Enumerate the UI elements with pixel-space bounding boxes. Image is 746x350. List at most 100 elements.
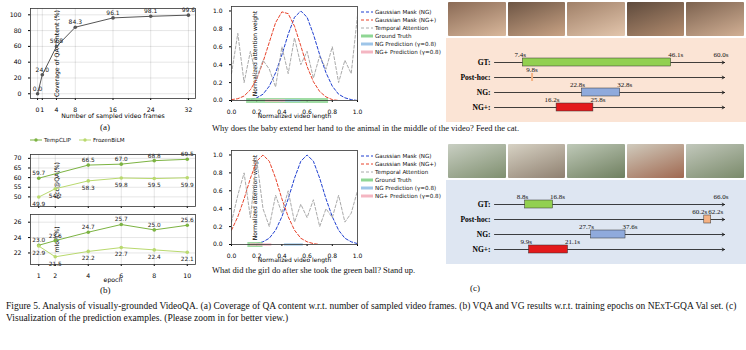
- svg-text:59.7: 59.7: [32, 170, 45, 176]
- svg-text:0: 0: [18, 90, 22, 97]
- html-text:Figure 5. Analysis of visually: Figure 5. Analysis of visually-grounded …: [6, 301, 737, 324]
- svg-text:24.0: 24.0: [36, 66, 50, 73]
- svg-text:60: 60: [14, 42, 22, 49]
- svg-text:60: 60: [14, 174, 22, 181]
- html-text:Why does the baby extend her h: Why does the baby extend her hand to the…: [212, 123, 520, 133]
- svg-text:4: 4: [86, 272, 90, 279]
- svg-text:2: 2: [53, 272, 57, 279]
- svg-text:9.8s: 9.8s: [526, 66, 538, 74]
- svg-text:24.7: 24.7: [82, 224, 95, 230]
- svg-text:22.9: 22.9: [32, 250, 45, 256]
- svg-text:22.8s: 22.8s: [570, 81, 585, 89]
- svg-text:32.8s: 32.8s: [617, 81, 632, 89]
- svg-text:0.0: 0.0: [213, 96, 223, 103]
- svg-text:59.8: 59.8: [50, 37, 64, 44]
- svg-text:22.7: 22.7: [115, 251, 128, 257]
- svg-text:21.1s: 21.1s: [565, 238, 580, 246]
- svg-text:0.0: 0.0: [213, 240, 223, 247]
- svg-text:60.2s: 60.2s: [692, 208, 707, 216]
- svg-text:22: 22: [14, 249, 22, 256]
- svg-text:59.5: 59.5: [148, 182, 161, 188]
- svg-text:0.0: 0.0: [227, 108, 237, 115]
- svg-text:0.8: 0.8: [213, 25, 223, 32]
- svg-text:22.1: 22.1: [181, 256, 194, 262]
- svg-text:99.6: 99.6: [182, 6, 196, 13]
- svg-text:10: 10: [183, 272, 191, 279]
- svg-text:1.0: 1.0: [353, 108, 363, 115]
- svg-text:Number of sampled video frames: Number of sampled video frames: [61, 112, 165, 120]
- svg-text:0.6: 0.6: [213, 187, 223, 194]
- svg-text:27.7s: 27.7s: [579, 223, 594, 231]
- svg-text:25.7: 25.7: [115, 216, 128, 222]
- svg-text:epoch: epoch: [104, 276, 123, 284]
- svg-text:60.0s: 60.0s: [714, 51, 729, 59]
- svg-text:84.3: 84.3: [69, 18, 83, 25]
- svg-text:59.9: 59.9: [181, 182, 194, 188]
- svg-text:80: 80: [14, 27, 22, 34]
- svg-text:9.9s: 9.9s: [521, 238, 533, 246]
- svg-text:NG+:: NG+:: [472, 103, 490, 112]
- svg-text:Normalized video length: Normalized video length: [258, 112, 332, 120]
- svg-text:22.2: 22.2: [82, 255, 95, 261]
- svg-text:16.2s: 16.2s: [545, 96, 560, 104]
- svg-text:16.8s: 16.8s: [550, 193, 565, 201]
- svg-text:Normalized video length: Normalized video length: [258, 256, 332, 264]
- svg-text:Normalized attention weight: Normalized attention weight: [251, 10, 259, 96]
- svg-text:62.2s: 62.2s: [708, 208, 723, 216]
- svg-text:66.5: 66.5: [82, 157, 95, 163]
- svg-text:22.4: 22.4: [148, 254, 161, 260]
- svg-text:54.2: 54.2: [49, 193, 62, 199]
- svg-text:100: 100: [10, 11, 22, 18]
- svg-text:25.0: 25.0: [148, 222, 161, 228]
- svg-text:Post-hoc:: Post-hoc:: [461, 215, 491, 224]
- svg-text:23.6: 23.6: [49, 233, 62, 239]
- svg-text:20: 20: [14, 74, 22, 81]
- svg-text:8: 8: [152, 272, 156, 279]
- svg-text:65: 65: [14, 164, 22, 171]
- svg-text:NG:: NG:: [477, 88, 491, 97]
- svg-text:96.1: 96.1: [106, 9, 120, 16]
- svg-text:0.8: 0.8: [213, 169, 223, 176]
- svg-text:66.0s: 66.0s: [714, 193, 729, 201]
- svg-text:58.3: 58.3: [82, 185, 95, 191]
- svg-text:70: 70: [14, 154, 22, 161]
- svg-text:23.0: 23.0: [32, 237, 45, 243]
- svg-text:50: 50: [14, 193, 22, 200]
- svg-text:46.1s: 46.1s: [668, 51, 683, 59]
- svg-text:26: 26: [14, 218, 22, 225]
- svg-text:67.0: 67.0: [115, 156, 128, 162]
- svg-text:1.0: 1.0: [213, 151, 223, 158]
- svg-text:NG:: NG:: [477, 230, 491, 239]
- svg-text:32: 32: [184, 106, 192, 113]
- svg-text:49.9: 49.9: [32, 201, 45, 207]
- svg-text:59.8: 59.8: [115, 182, 128, 188]
- svg-text:0.6: 0.6: [213, 43, 223, 50]
- svg-text:1.0: 1.0: [213, 7, 223, 14]
- html-text:What did the girl do after she: What did the girl do after she took the …: [212, 265, 416, 275]
- svg-text:4: 4: [54, 106, 58, 113]
- svg-text:NG+:: NG+:: [472, 245, 490, 254]
- svg-text:0: 0: [36, 106, 40, 113]
- svg-text:GT:: GT:: [478, 200, 491, 209]
- svg-text:1: 1: [40, 106, 44, 113]
- svg-text:0.4: 0.4: [213, 61, 223, 68]
- svg-text:GT:: GT:: [478, 58, 491, 67]
- svg-text:8.8s: 8.8s: [517, 193, 529, 201]
- svg-text:1.0: 1.0: [353, 252, 363, 259]
- svg-text:24: 24: [14, 234, 22, 241]
- svg-text:37.6s: 37.6s: [623, 223, 638, 231]
- svg-text:40: 40: [14, 58, 22, 65]
- svg-text:21.5: 21.5: [49, 261, 62, 267]
- svg-text:0.2: 0.2: [213, 223, 223, 230]
- svg-text:7.4s: 7.4s: [514, 51, 526, 59]
- svg-text:1: 1: [37, 272, 41, 279]
- svg-text:0.4: 0.4: [213, 205, 223, 212]
- svg-text:0.2: 0.2: [213, 79, 223, 86]
- svg-text:0.0: 0.0: [33, 85, 43, 92]
- svg-text:25.6: 25.6: [181, 217, 194, 223]
- svg-text:25.8s: 25.8s: [590, 96, 605, 104]
- svg-text:55: 55: [14, 183, 22, 190]
- svg-text:Post-hoc:: Post-hoc:: [461, 73, 491, 82]
- svg-text:0.0: 0.0: [227, 252, 237, 259]
- svg-text:68.8: 68.8: [148, 153, 161, 159]
